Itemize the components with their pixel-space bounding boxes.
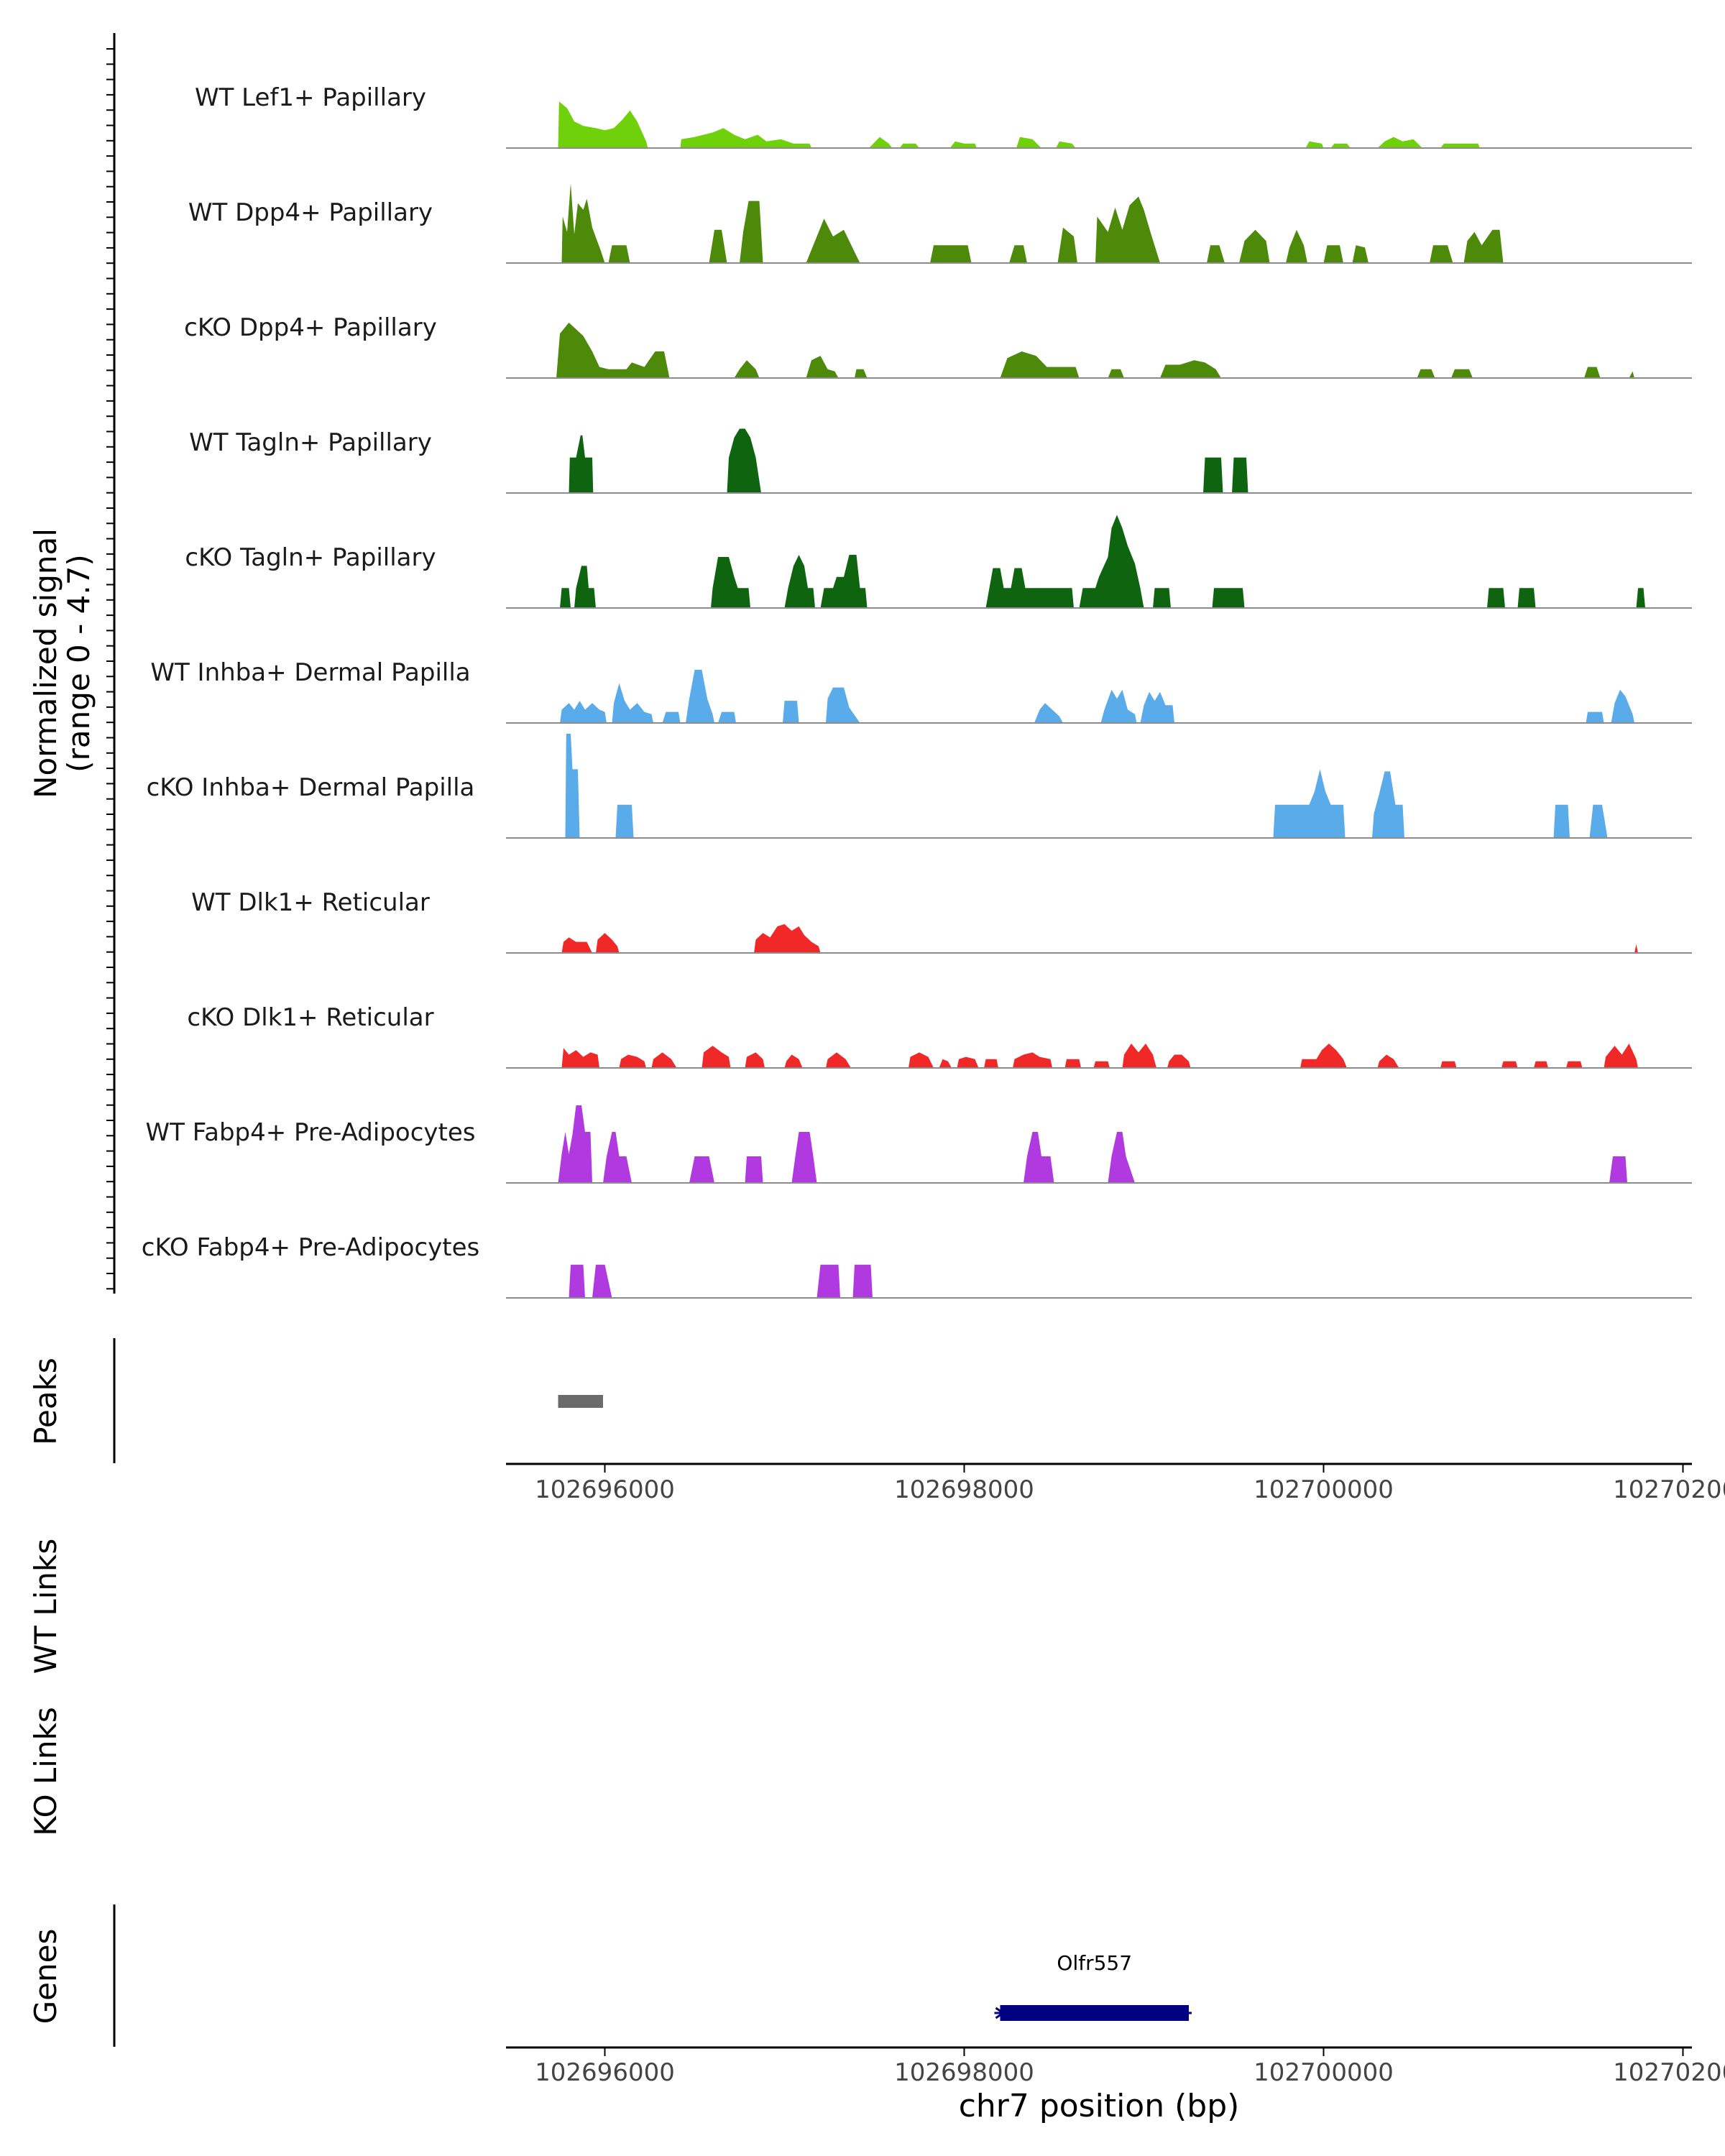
x-tick-label: 102698000 [894,1475,1034,1504]
track-coverage-area [561,923,1638,953]
track-coverage-area [561,1044,1638,1068]
track-8: WT Dlk1+ Reticular [191,888,1692,954]
x-tick-label: 102696000 [535,2058,675,2087]
track-label: WT Dpp4+ Papillary [188,198,433,227]
signal-range-label: (range 0 - 4.7) [61,554,96,773]
track-label: WT Inhba+ Dermal Papilla [150,658,470,687]
track-coverage-area [560,670,1634,723]
x-tick-label: 102698000 [894,2058,1034,2087]
track-coverage-area [569,428,1248,493]
gene-label: Olfr557 [1057,1951,1132,1975]
peaks-label: Peaks [28,1358,63,1445]
track-10: WT Fabp4+ Pre-Adipocytes [146,1105,1692,1184]
x-tick-label: 102700000 [1254,1475,1394,1504]
x-axis-title: chr7 position (bp) [959,2088,1240,2124]
peak-region [558,1395,603,1408]
track-11: cKO Fabp4+ Pre-Adipocytes [142,1233,1692,1299]
track-label: cKO Inhba+ Dermal Papilla [147,773,475,802]
track-label: cKO Fabp4+ Pre-Adipocytes [142,1233,480,1262]
track-label: WT Fabp4+ Pre-Adipocytes [146,1118,476,1147]
signal-tracks: WT Lef1+ Papillary WT Dpp4+ Papillary cKO … [142,83,1692,1299]
track-3: cKO Dpp4+ Papillary [184,313,1692,379]
track-coverage-area [561,183,1504,263]
track-label: cKO Dlk1+ Reticular [187,1003,433,1032]
x-tick-label: 102702000 [1613,1475,1725,1504]
track-label: cKO Dpp4+ Papillary [184,313,437,342]
gene-Olfr557: Olfr557 [994,1951,1192,2021]
track-coverage-area [560,515,1645,608]
track-1: WT Lef1+ Papillary [195,83,1692,149]
genes-label: Genes [28,1929,63,2024]
track-label: WT Dlk1+ Reticular [191,888,430,917]
track-6: WT Inhba+ Dermal Papilla [150,658,1692,724]
track-9: cKO Dlk1+ Reticular [187,1003,1692,1069]
gene-annotations: Olfr557 [994,1951,1192,2021]
x-tick-label: 102702000 [1613,2058,1725,2087]
track-5: cKO Tagln+ Papillary [185,515,1692,609]
track-7: cKO Inhba+ Dermal Papilla [147,734,1692,839]
peaks-regions [558,1395,603,1408]
signal-axis-label: Normalized signal [28,528,63,798]
track-2: WT Dpp4+ Papillary [188,183,1692,264]
track-label: WT Tagln+ Papillary [189,428,432,457]
track-label: cKO Tagln+ Papillary [185,543,436,572]
ko-links-label: KO Links [28,1707,63,1836]
track-coverage-area [569,1264,873,1298]
track-coverage-area [556,322,1634,378]
x-tick-label: 102696000 [535,1475,675,1504]
track-coverage-area [558,101,1480,148]
track-label: WT Lef1+ Papillary [195,83,426,112]
track-4: WT Tagln+ Papillary [189,428,1692,494]
x-tick-label: 102700000 [1254,2058,1394,2087]
wt-links-label: WT Links [28,1539,63,1674]
x-axis-lower-ticks: 102696000 102698000 102700000 102702000 [535,2047,1725,2087]
strand-arrow-icon [995,2007,1006,2019]
x-axis-upper-ticks: 102696000 102698000 102700000 102702000 [535,1464,1725,1504]
signal-y-ticks [106,48,114,1290]
